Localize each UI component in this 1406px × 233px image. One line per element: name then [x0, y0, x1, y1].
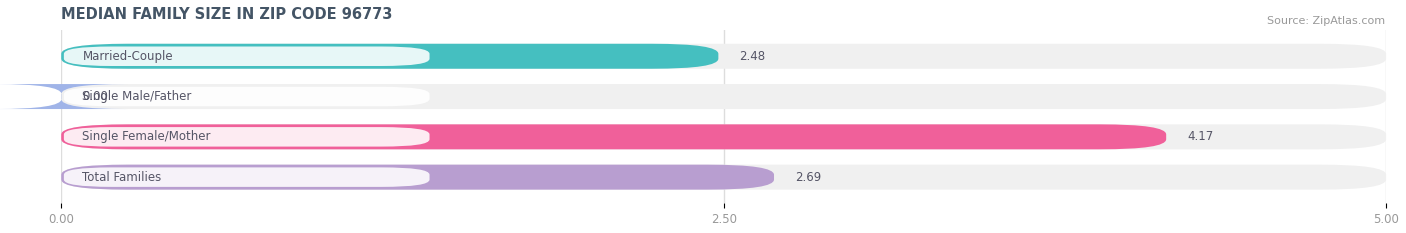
Text: MEDIAN FAMILY SIZE IN ZIP CODE 96773: MEDIAN FAMILY SIZE IN ZIP CODE 96773 — [62, 7, 392, 22]
FancyBboxPatch shape — [62, 124, 1386, 149]
Text: 2.69: 2.69 — [796, 171, 821, 184]
Text: 0.00: 0.00 — [83, 90, 108, 103]
FancyBboxPatch shape — [63, 47, 430, 66]
Text: Single Female/Mother: Single Female/Mother — [83, 130, 211, 143]
FancyBboxPatch shape — [62, 165, 775, 190]
Text: 2.48: 2.48 — [740, 50, 766, 63]
FancyBboxPatch shape — [62, 84, 1386, 109]
Text: 4.17: 4.17 — [1188, 130, 1213, 143]
FancyBboxPatch shape — [62, 44, 1386, 69]
FancyBboxPatch shape — [62, 124, 1166, 149]
Text: Married-Couple: Married-Couple — [83, 50, 173, 63]
FancyBboxPatch shape — [63, 167, 430, 187]
FancyBboxPatch shape — [63, 87, 430, 106]
FancyBboxPatch shape — [63, 127, 430, 147]
FancyBboxPatch shape — [0, 84, 128, 109]
Text: Source: ZipAtlas.com: Source: ZipAtlas.com — [1267, 16, 1385, 26]
FancyBboxPatch shape — [62, 165, 1386, 190]
Text: Single Male/Father: Single Male/Father — [83, 90, 191, 103]
FancyBboxPatch shape — [62, 44, 718, 69]
Text: Total Families: Total Families — [83, 171, 162, 184]
